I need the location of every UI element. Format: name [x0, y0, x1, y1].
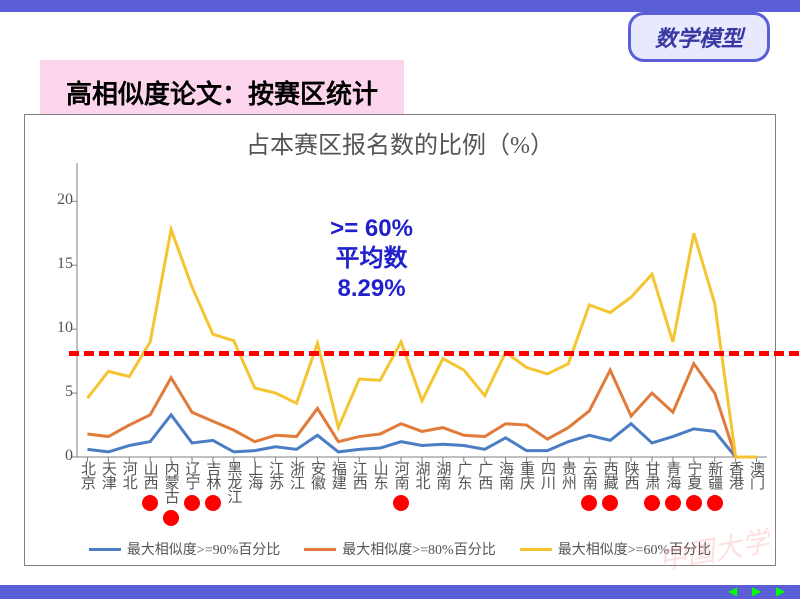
- legend-item: 最大相似度>=60%百分比: [520, 539, 711, 559]
- x-axis: 北京天津河北山西内蒙古辽宁吉林黑龙江上海江苏浙江安徽福建江西山东河南湖北湖南广东…: [77, 459, 767, 539]
- red-dot-marker: [707, 495, 723, 511]
- legend-item: 最大相似度>=90%百分比: [89, 539, 280, 559]
- bottom-bar: ◀ ▶ ▶: [0, 585, 800, 599]
- x-tick: 天津: [98, 461, 119, 489]
- x-tick: 广西: [474, 461, 495, 489]
- red-dot-marker: [686, 495, 702, 511]
- x-tick: 浙江: [286, 461, 307, 489]
- y-tick: 20: [57, 191, 73, 209]
- x-tick: 新疆: [704, 461, 725, 489]
- x-tick: 河北: [119, 461, 140, 489]
- x-tick: 云南: [579, 461, 600, 489]
- x-tick: 贵州: [558, 461, 579, 489]
- x-tick: 上海: [244, 461, 265, 489]
- legend-label: 最大相似度>=80%百分比: [342, 539, 495, 559]
- x-tick: 宁夏: [683, 461, 704, 489]
- red-dot-marker: [644, 495, 660, 511]
- series-line: [87, 415, 756, 457]
- nav-prev[interactable]: ◀: [728, 585, 742, 599]
- x-tick: 江西: [349, 461, 370, 489]
- nav-play[interactable]: ▶: [752, 585, 766, 599]
- x-tick: 北京: [77, 461, 98, 489]
- red-dot-marker: [393, 495, 409, 511]
- x-tick: 香港: [725, 461, 746, 489]
- x-tick: 吉林: [202, 461, 223, 489]
- series-line: [87, 229, 756, 457]
- legend-swatch: [304, 548, 336, 551]
- red-dot-marker: [581, 495, 597, 511]
- y-tick: 10: [57, 319, 73, 337]
- legend-item: 最大相似度>=80%百分比: [304, 539, 495, 559]
- y-tick: 15: [57, 255, 73, 273]
- y-tick: 0: [65, 447, 73, 465]
- chart-lines: [77, 163, 767, 457]
- x-tick: 重庆: [516, 461, 537, 489]
- legend: 最大相似度>=90%百分比 最大相似度>=80%百分比 最大相似度>=60%百分比: [25, 539, 775, 559]
- chart-title: 占本赛区报名数的比例（%）: [25, 125, 775, 160]
- x-tick: 澳门: [746, 461, 767, 489]
- x-tick: 湖北: [412, 461, 433, 489]
- red-dot-marker: [665, 495, 681, 511]
- top-bar: [0, 0, 800, 12]
- legend-label: 最大相似度>=60%百分比: [558, 539, 711, 559]
- annotation-line: 平均数: [330, 244, 413, 274]
- legend-swatch: [520, 548, 552, 551]
- legend-label: 最大相似度>=90%百分比: [127, 539, 280, 559]
- x-tick: 江苏: [265, 461, 286, 489]
- x-tick: 山东: [370, 461, 391, 489]
- x-tick: 湖南: [432, 461, 453, 489]
- avg-line: [69, 351, 800, 356]
- x-tick: 海南: [495, 461, 516, 489]
- x-tick: 四川: [537, 461, 558, 489]
- x-tick: 山西: [140, 461, 161, 489]
- legend-swatch: [89, 548, 121, 551]
- plot-area: >= 60%平均数8.29%: [77, 163, 767, 457]
- header-badge: 数学模型: [628, 12, 770, 62]
- red-dot-marker: [142, 495, 158, 511]
- x-tick: 福建: [328, 461, 349, 489]
- chart-panel: 占本赛区报名数的比例（%） 0 5 10 15 20 >= 60%平均数8.29% 北京…: [24, 114, 776, 566]
- annotation-line: >= 60%: [330, 214, 413, 244]
- x-tick: 甘肃: [642, 461, 663, 489]
- nav-next[interactable]: ▶: [776, 585, 790, 599]
- x-tick: 青海: [662, 461, 683, 489]
- x-tick: 安徽: [307, 461, 328, 489]
- red-dot-marker: [205, 495, 221, 511]
- annotation-line: 8.29%: [330, 274, 413, 304]
- x-tick: 陕西: [621, 461, 642, 489]
- red-dot-marker: [602, 495, 618, 511]
- y-tick: 5: [65, 383, 73, 401]
- x-tick: 河南: [391, 461, 412, 489]
- y-axis: 0 5 10 15 20: [35, 163, 75, 463]
- x-tick: 西藏: [600, 461, 621, 489]
- x-tick: 广东: [453, 461, 474, 489]
- red-dot-marker: [163, 510, 179, 526]
- x-tick: 黑龙江: [223, 461, 244, 503]
- red-dot-marker: [184, 495, 200, 511]
- x-tick: 内蒙古: [161, 461, 182, 503]
- x-tick: 辽宁: [182, 461, 203, 489]
- annotation: >= 60%平均数8.29%: [330, 214, 413, 304]
